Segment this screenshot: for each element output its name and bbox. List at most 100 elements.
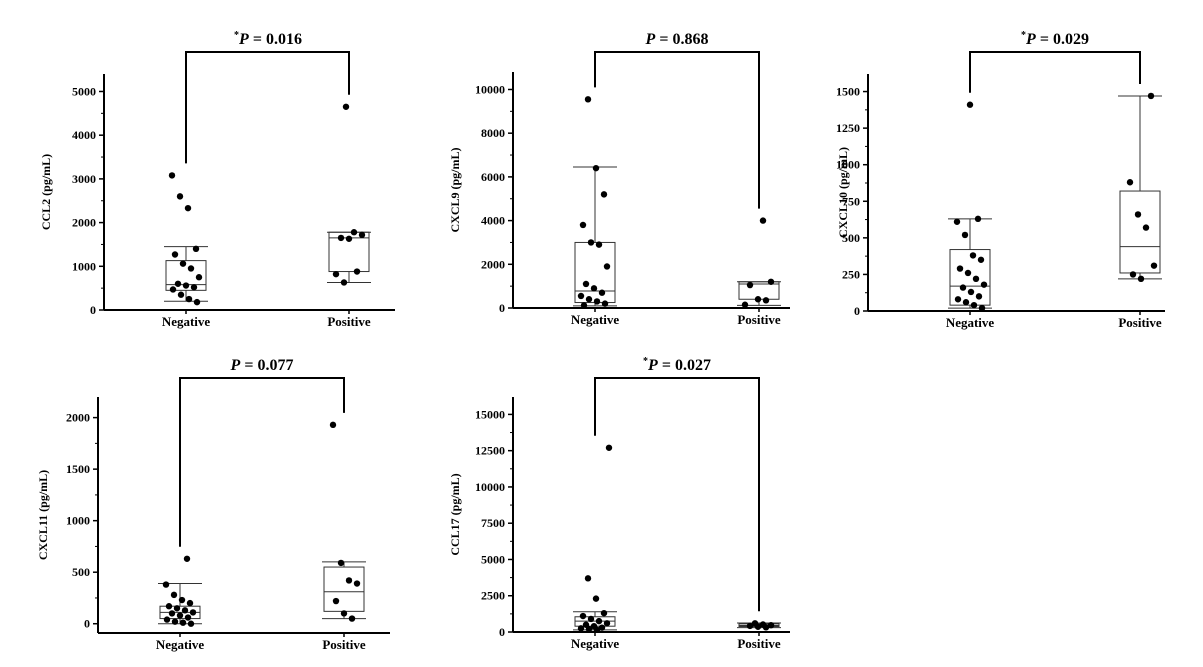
data-point	[342, 103, 350, 110]
data-point	[577, 625, 585, 632]
y-tick-label: 500	[842, 231, 860, 245]
data-point	[345, 577, 353, 584]
y-tick-label: 250	[842, 267, 860, 281]
p-value-label: *P = 0.016	[234, 30, 302, 48]
y-tick-label: 5000	[481, 552, 505, 566]
data-point	[593, 298, 601, 305]
category-label: Positive	[327, 314, 371, 329]
data-point	[767, 278, 775, 285]
data-point	[181, 607, 189, 614]
data-point	[603, 263, 611, 270]
data-point	[337, 559, 345, 567]
data-point	[582, 280, 590, 288]
data-point	[595, 241, 603, 248]
data-point	[962, 299, 970, 306]
data-point	[171, 618, 179, 625]
data-point	[162, 581, 170, 588]
data-point	[585, 625, 593, 633]
data-point	[187, 265, 195, 272]
category-label: Negative	[571, 636, 620, 651]
data-point	[593, 626, 601, 634]
y-tick-label: 15000	[475, 407, 505, 421]
significance-bracket	[179, 377, 345, 547]
box-positive	[322, 561, 366, 620]
category-label: Positive	[737, 312, 781, 327]
data-point	[601, 300, 609, 307]
data-point	[584, 96, 592, 103]
p-symbol: P	[230, 357, 241, 374]
data-point	[762, 297, 770, 304]
data-point	[956, 265, 964, 272]
data-point	[340, 279, 348, 286]
p-symbol: P	[1025, 31, 1036, 48]
category-label: Negative	[571, 312, 620, 327]
y-tick-label: 6000	[481, 170, 505, 184]
data-point	[168, 610, 176, 617]
data-point	[600, 609, 608, 617]
data-point	[584, 575, 592, 582]
p-value: = 0.016	[249, 31, 302, 48]
data-point	[972, 275, 980, 283]
box-negative	[164, 246, 208, 302]
y-tick-label: 750	[842, 194, 860, 208]
y-tick-label: 1000	[66, 514, 90, 528]
iqr-box	[949, 249, 991, 306]
data-point	[754, 623, 762, 630]
data-point	[592, 595, 600, 602]
p-value: = 0.077	[240, 357, 293, 374]
y-tick-label: 10000	[475, 480, 505, 494]
data-point	[171, 251, 179, 258]
data-point	[170, 591, 178, 599]
data-point	[759, 217, 767, 224]
y-tick-label: 0	[90, 303, 96, 317]
data-point	[176, 612, 184, 619]
data-point	[598, 289, 606, 296]
data-point	[1137, 275, 1145, 283]
y-tick-label: 10000	[475, 82, 505, 96]
data-point	[184, 614, 192, 621]
data-point	[1134, 211, 1142, 218]
y-tick-label: 12500	[475, 444, 505, 458]
data-point	[587, 239, 595, 246]
data-point	[174, 280, 182, 287]
y-tick-label: 0	[499, 625, 505, 639]
data-point	[193, 298, 201, 306]
data-point	[754, 296, 762, 303]
data-point	[977, 256, 985, 263]
y-tick-label: 2500	[481, 589, 505, 603]
data-point	[340, 610, 348, 617]
data-point	[605, 444, 613, 451]
data-point	[970, 301, 978, 309]
data-point	[966, 101, 974, 108]
data-point	[332, 597, 340, 605]
panel-3: 0 250 500 750 1000 1250 1500 CXCL10 (pg/mL) Nega…	[836, 30, 1165, 330]
y-tick-label: 7500	[481, 516, 505, 530]
data-point	[746, 622, 754, 630]
data-point	[183, 555, 191, 562]
y-tick-label: 5000	[72, 84, 96, 98]
y-tick-label: 2000	[66, 411, 90, 425]
y-tick-label: 4000	[481, 214, 505, 228]
data-point	[176, 193, 184, 200]
data-point	[192, 245, 200, 253]
data-point	[978, 304, 986, 312]
panel-1: 0 1000 2000 3000 4000 5000 CCL2 (pg/mL) Negativ…	[39, 30, 395, 329]
y-tick-label: 0	[854, 304, 860, 318]
y-axis-label: CCL17 (pg/mL)	[448, 473, 462, 555]
data-point	[337, 234, 345, 242]
data-point	[189, 609, 197, 616]
y-tick-label: 0	[84, 617, 90, 631]
data-point	[577, 292, 585, 300]
p-symbol: P	[645, 31, 656, 48]
data-point	[1129, 271, 1137, 278]
data-point	[358, 231, 366, 239]
data-point	[184, 204, 192, 212]
data-point	[741, 301, 749, 308]
data-point	[579, 612, 587, 620]
panel-5: 0 2500 5000 7500 10000 12500 15000 CCL17 (pg/mL…	[448, 356, 790, 651]
y-tick-label: 1250	[836, 121, 860, 135]
y-tick-label: 1000	[836, 158, 860, 172]
y-tick-label: 500	[72, 565, 90, 579]
significance-bracket	[185, 51, 350, 164]
